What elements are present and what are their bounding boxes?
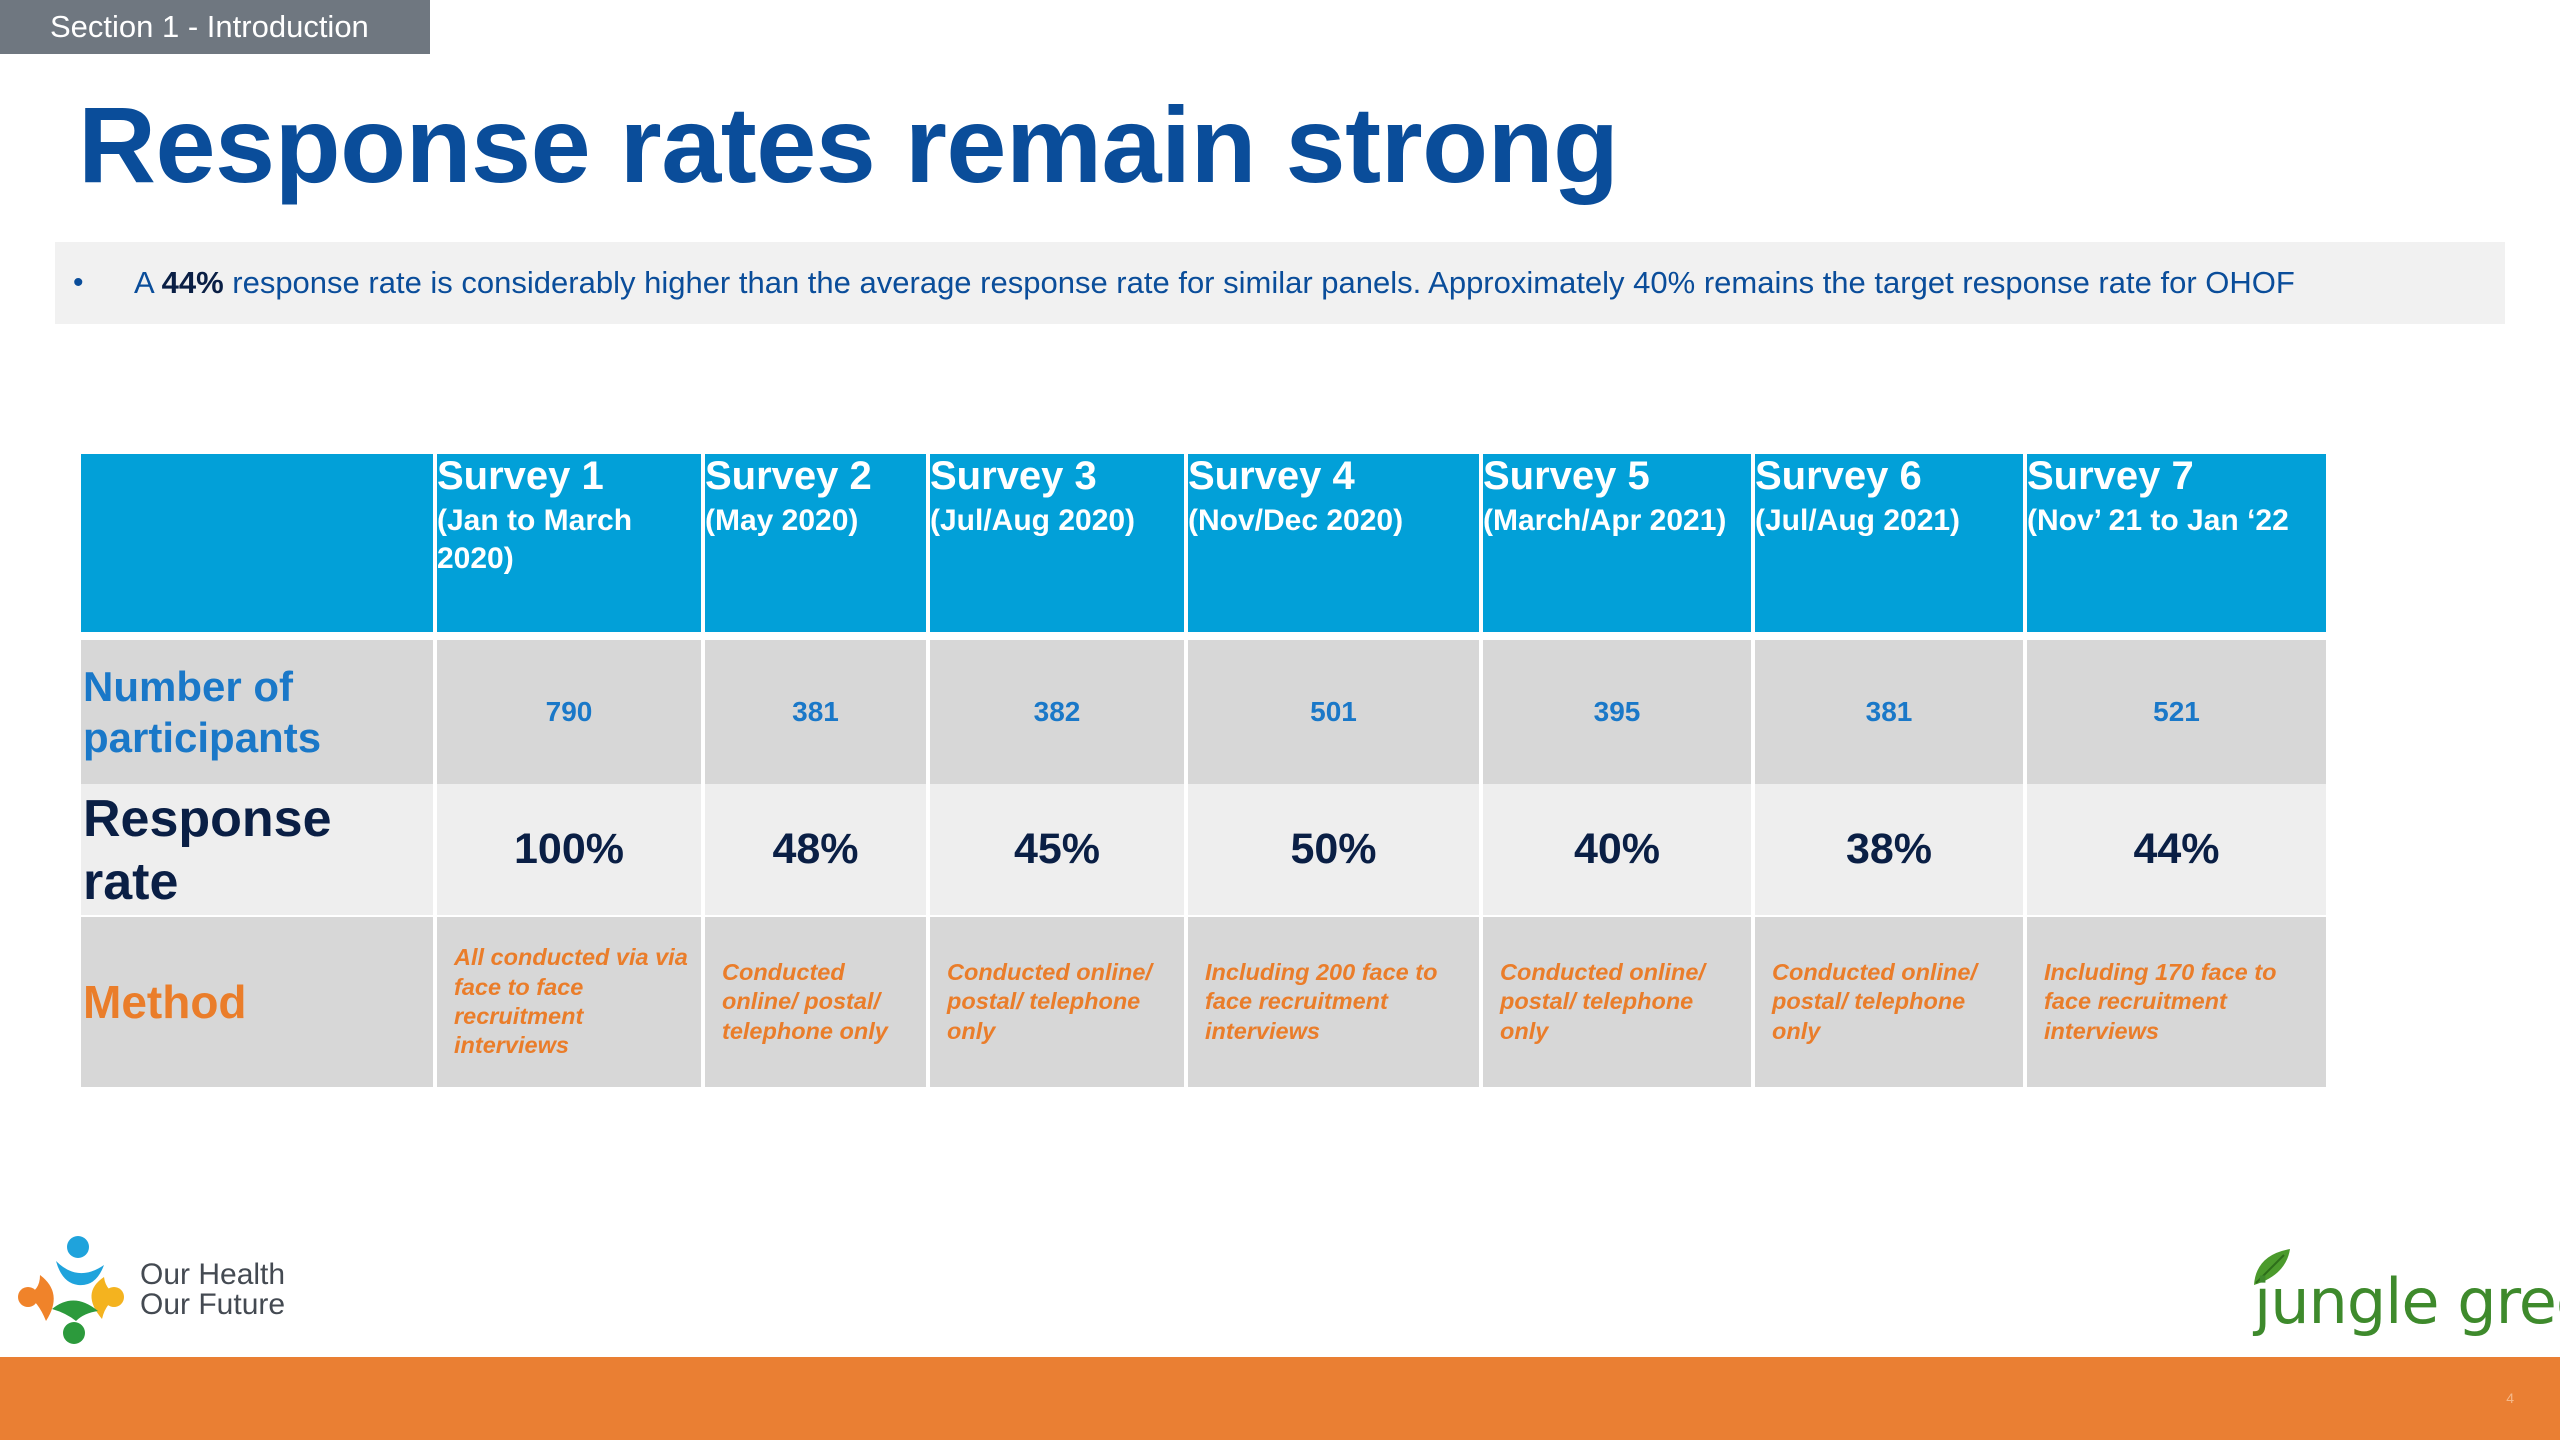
survey-date: (Jan to March 2020) [437,504,633,576]
header-survey-7: Survey 7 (Nov’ 21 to Jan ‘22 [2027,454,2326,632]
participants-cell: 790 [437,632,701,784]
survey-title: Survey 2 [705,454,872,498]
page-number: 4 [2506,1390,2514,1406]
survey-date: (Jul/Aug 2020) [930,504,1136,537]
header-corner [81,454,433,632]
survey-title: Survey 4 [1188,454,1355,498]
header-survey-3: Survey 3 (Jul/Aug 2020) [930,454,1184,632]
our-health-our-future-logo: Our Health Our Future [18,1235,285,1345]
response-rate-row: Response rate 100% 48% 45% 50% 40% 38% 4… [81,784,2326,915]
table-header-row: Survey 1 (Jan to March 2020) Survey 2 (May… [81,454,2326,632]
slide-title: Response rates remain strong [78,84,1619,205]
people-figures-icon [18,1236,124,1344]
survey-date: (March/Apr 2021) [1483,504,1727,537]
summary-bullet: • A 44% response rate is considerably hi… [55,242,2505,324]
header-survey-1: Survey 1 (Jan to March 2020) [437,454,701,632]
response-rate-cell: 40% [1483,784,1751,915]
bullet-rest: response rate is considerably higher tha… [223,265,2295,300]
header-survey-2: Survey 2 (May 2020) [705,454,926,632]
survey-title: Survey 3 [930,454,1097,498]
logo-text-line-2: Our Future [140,1288,286,1321]
survey-title: Survey 5 [1483,454,1650,498]
participants-cell: 395 [1483,632,1751,784]
method-label: Method [81,914,433,1087]
response-rate-cell: 44% [2027,784,2326,915]
bullet-prefix: A [134,265,162,300]
method-cell: All conducted via via face to face recru… [437,914,701,1087]
survey-date: (Nov/Dec 2020) [1188,504,1404,537]
survey-date: (May 2020) [705,504,859,537]
section-tab: Section 1 - Introduction [0,0,430,54]
method-cell: Including 200 face to face recruitment i… [1188,914,1479,1087]
response-rate-cell: 50% [1188,784,1479,915]
header-survey-4: Survey 4 (Nov/Dec 2020) [1188,454,1479,632]
survey-title: Survey 7 [2027,454,2194,498]
method-cell: Conducted online/ postal/ telephone only [1755,914,2023,1087]
response-rate-label: Response rate [81,784,433,915]
bullet-marker: • [73,266,84,299]
method-row: Method All conducted via via face to fac… [81,914,2326,1087]
participants-cell: 381 [1755,632,2023,784]
header-survey-5: Survey 5 (March/Apr 2021) [1483,454,1751,632]
method-cell: Conducted online/ postal/ telephone only [705,914,926,1087]
jungle-green-logo: jungle green [2240,1245,2560,1345]
participants-cell: 382 [930,632,1184,784]
participants-cell: 521 [2027,632,2326,784]
bullet-text: A 44% response rate is considerably high… [134,265,2295,301]
method-cell: Including 170 face to face recruitment i… [2027,914,2326,1087]
header-survey-6: Survey 6 (Jul/Aug 2021) [1755,454,2023,632]
survey-date: (Jul/Aug 2021) [1755,504,1961,537]
survey-table: Survey 1 (Jan to March 2020) Survey 2 (May… [77,454,2330,1087]
logo-text-line-1: Our Health [140,1258,286,1291]
participants-label: Number of participants [81,632,433,784]
method-cell: Conducted online/ postal/ telephone only [1483,914,1751,1087]
bullet-highlight: 44% [161,265,224,300]
jungle-green-wordmark: jungle green [2254,1265,2560,1338]
footer-bar: 4 [0,1357,2560,1440]
response-rate-cell: 100% [437,784,701,915]
response-rate-cell: 48% [705,784,926,915]
participants-cell: 381 [705,632,926,784]
participants-row: Number of participants 790 381 382 501 3… [81,632,2326,784]
response-rate-cell: 38% [1755,784,2023,915]
leaf-icon [2254,1249,2290,1285]
participants-cell: 501 [1188,632,1479,784]
survey-title: Survey 1 [437,454,604,498]
response-rate-cell: 45% [930,784,1184,915]
method-cell: Conducted online/ postal/ telephone only [930,914,1184,1087]
survey-date: (Nov’ 21 to Jan ‘22 [2027,504,2289,537]
survey-title: Survey 6 [1755,454,1922,498]
